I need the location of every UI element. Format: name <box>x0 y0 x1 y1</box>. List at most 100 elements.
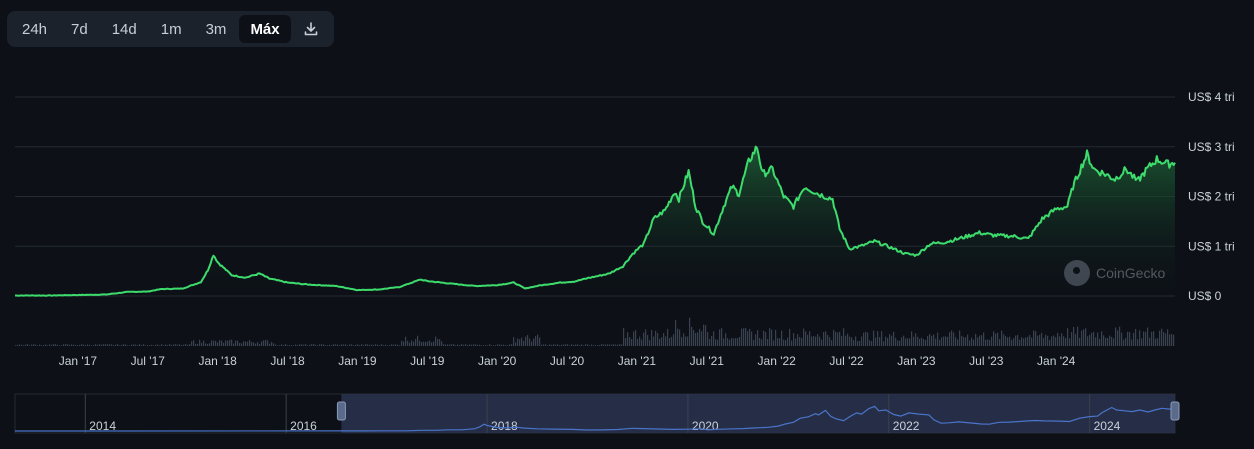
volume-bar <box>1025 337 1027 346</box>
volume-bar <box>907 338 909 346</box>
volume-bar <box>643 332 645 346</box>
volume-bar <box>507 345 509 346</box>
volume-bar <box>931 335 933 346</box>
volume-bar <box>417 335 419 346</box>
volume-bar <box>485 345 487 346</box>
volume-bar <box>77 345 79 346</box>
volume-bar <box>1097 332 1099 346</box>
volume-bar <box>707 332 709 346</box>
range-7d-button[interactable]: 7d <box>71 20 88 38</box>
range-max-button[interactable]: Máx <box>239 15 291 43</box>
volume-bar <box>1079 337 1081 346</box>
volume-bar <box>247 341 249 346</box>
volume-bar <box>987 339 989 346</box>
volume-bar <box>515 342 517 346</box>
volume-bar <box>169 344 171 346</box>
volume-bar <box>1103 335 1105 346</box>
range-3m-button[interactable]: 3m <box>205 20 227 38</box>
volume-bar <box>813 336 815 346</box>
volume-bar <box>239 343 241 346</box>
volume-bar <box>723 338 725 346</box>
volume-bar <box>975 333 977 346</box>
volume-bar <box>671 336 673 346</box>
volume-bar <box>795 338 797 346</box>
volume-bar <box>693 329 695 346</box>
navigator[interactable]: 2014 2016 2018 2020 2022 2024 <box>14 393 1180 434</box>
volume-bar <box>753 340 755 346</box>
price-series <box>15 145 1176 297</box>
volume-bar <box>27 344 29 346</box>
volume-bar <box>667 328 669 346</box>
volume-bar <box>861 336 863 346</box>
volume-bar <box>49 344 51 346</box>
volume-bar <box>55 344 57 346</box>
volume-bar <box>593 345 595 346</box>
range-14d-button[interactable]: 14d <box>111 20 137 38</box>
volume-bar <box>59 345 61 346</box>
volume-bar <box>1139 330 1141 346</box>
volume-bar <box>579 345 581 346</box>
volume-bar <box>1057 332 1059 346</box>
volume-bar <box>1015 335 1017 346</box>
volume-bar <box>619 344 621 346</box>
volume-bar <box>1153 331 1155 346</box>
volume-bar <box>857 341 859 346</box>
navigator-tick-label: 2018 <box>491 419 518 433</box>
volume-bar <box>363 345 365 346</box>
x-tick-label: Jan '23 <box>897 354 936 368</box>
volume-bar <box>687 336 689 346</box>
grid-lines <box>15 96 1175 297</box>
volume-bar <box>1033 330 1035 346</box>
volume-bar <box>845 335 847 346</box>
volume-bar <box>871 340 873 346</box>
navigator-handle-left[interactable] <box>336 401 346 421</box>
volume-bar <box>869 340 871 346</box>
volume-bar <box>149 345 151 346</box>
volume-bar <box>227 340 229 346</box>
volume-bar <box>211 340 213 346</box>
volume-bar <box>205 343 207 346</box>
volume-bar <box>563 344 565 346</box>
volume-bar <box>983 332 985 346</box>
volume-bar <box>531 341 533 346</box>
series-line <box>15 145 1176 297</box>
volume-bar <box>575 344 577 346</box>
volume-bar <box>1101 331 1103 346</box>
volume-bar <box>265 339 267 346</box>
volume-bar <box>1111 336 1113 346</box>
volume-bar <box>561 344 563 346</box>
volume-bar <box>159 345 161 346</box>
volume-bar <box>455 345 457 346</box>
volume-bar <box>675 320 677 346</box>
volume-bar <box>447 344 449 346</box>
volume-bar <box>537 334 539 346</box>
y-tick-label: US$ 3 tri <box>1188 140 1235 154</box>
volume-bar <box>1011 339 1013 346</box>
volume-bar <box>331 345 333 346</box>
volume-bar <box>935 338 937 346</box>
download-button[interactable] <box>293 15 329 43</box>
x-tick-label: Jul '20 <box>550 354 585 368</box>
range-24h-button[interactable]: 24h <box>22 20 48 38</box>
volume-bar <box>1075 333 1077 346</box>
navigator-handle-right[interactable] <box>1170 401 1180 421</box>
volume-bar <box>741 328 743 346</box>
navigator-tick-label: 2020 <box>692 419 719 433</box>
volume-bar <box>549 344 551 346</box>
volume-bar <box>523 340 525 346</box>
volume-bar <box>1041 332 1043 346</box>
volume-bar <box>397 344 399 346</box>
volume-bar <box>287 345 289 346</box>
navigator-selection[interactable] <box>341 394 1175 433</box>
volume-bar <box>637 339 639 346</box>
volume-bar <box>763 330 765 346</box>
volume-bar <box>755 334 757 346</box>
volume-bar <box>393 344 395 346</box>
volume-bar <box>97 344 99 346</box>
volume-bar <box>187 344 189 346</box>
range-1m-button[interactable]: 1m <box>160 20 182 38</box>
volume-bar <box>131 344 133 346</box>
volume-bar <box>111 344 113 346</box>
volume-bar <box>73 344 75 346</box>
volume-bar <box>201 342 203 346</box>
